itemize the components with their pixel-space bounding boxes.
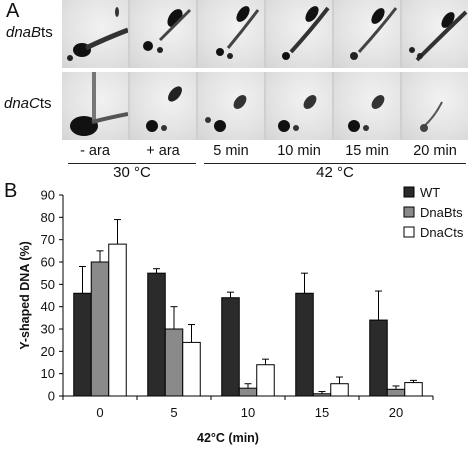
bar xyxy=(312,393,332,397)
gel-image xyxy=(266,72,332,140)
condition-label-10min: 10 min xyxy=(277,143,321,159)
gel-spots xyxy=(67,7,128,61)
gel-image xyxy=(198,0,264,68)
gel-image xyxy=(266,0,332,68)
x-tick-label: 0 xyxy=(96,405,103,420)
bar xyxy=(221,297,240,397)
legend-label: DnaBts xyxy=(420,205,463,220)
y-tick-label: 50 xyxy=(41,277,55,292)
gel-image xyxy=(402,0,468,68)
bar xyxy=(73,292,92,397)
group-label-42c: 42 °C xyxy=(316,164,354,181)
bar xyxy=(147,272,166,397)
y-tick-label: 70 xyxy=(41,232,55,247)
bar xyxy=(404,382,423,397)
condition-label-5min: 5 min xyxy=(213,143,249,159)
gel-strip-dnac xyxy=(62,72,468,140)
x-tick-label: 5 xyxy=(170,405,177,420)
y-tick-label: 0 xyxy=(48,389,55,404)
x-axis-label: 42°C (min) xyxy=(197,431,259,445)
row-label-dnac-suffix: ts xyxy=(39,95,52,112)
bar xyxy=(182,341,201,397)
gel-image xyxy=(62,72,128,140)
gel-image xyxy=(130,0,196,68)
bar xyxy=(256,364,275,397)
panel-a-letter: A xyxy=(6,0,20,22)
y-tick-label: 30 xyxy=(41,322,55,337)
condition-label-20min: 20 min xyxy=(413,143,457,159)
bar xyxy=(238,387,258,397)
x-tick-label: 20 xyxy=(389,405,403,420)
row-label-dnab-suffix: ts xyxy=(41,24,53,41)
row-label-dnab: dnaBts xyxy=(6,24,53,41)
bar xyxy=(164,328,184,397)
gel-image xyxy=(334,72,400,140)
y-tick-label: 90 xyxy=(41,188,55,203)
legend-label: WT xyxy=(420,185,440,200)
group-divider-30c xyxy=(68,163,196,164)
gel-image xyxy=(130,72,196,140)
bar xyxy=(386,388,406,397)
condition-label-15min: 15 min xyxy=(345,143,389,159)
y-tick-label: 40 xyxy=(41,299,55,314)
row-label-dnab-gene: dnaB xyxy=(6,24,42,41)
condition-label-minus-ara: - ara xyxy=(80,143,110,159)
row-label-dnac: dnaCts xyxy=(4,95,52,112)
y-tick-label: 20 xyxy=(41,344,55,359)
group-divider-42c xyxy=(204,163,466,164)
gel-image xyxy=(198,72,264,140)
legend-swatch xyxy=(403,226,415,238)
y-tick-label: 60 xyxy=(41,255,55,270)
condition-label-plus-ara: + ara xyxy=(146,143,180,159)
x-tick-label: 15 xyxy=(315,405,329,420)
gel-image xyxy=(402,72,468,140)
legend-label: DnaCts xyxy=(420,225,464,240)
bar xyxy=(108,243,127,397)
x-tick-label: 10 xyxy=(241,405,255,420)
gel-image xyxy=(334,0,400,68)
legend-swatch xyxy=(403,186,415,198)
y-axis-label: Y-shaped DNA (%) xyxy=(18,241,32,350)
bar xyxy=(90,261,110,397)
bar-chart: 0 10 20 30 40 50 60 70 80 90 Y-shaped DNA (%) 0 5 10 1… xyxy=(18,185,464,445)
bar xyxy=(369,319,388,397)
gel-image xyxy=(62,0,128,68)
bar xyxy=(330,383,349,397)
group-label-30c: 30 °C xyxy=(113,164,151,181)
y-tick-label: 10 xyxy=(41,366,55,381)
panel-b-letter: B xyxy=(4,180,18,202)
bar xyxy=(295,292,314,397)
y-tick-label: 80 xyxy=(41,210,55,225)
gel-strip-dnab xyxy=(62,0,468,68)
legend-swatch xyxy=(403,206,415,218)
row-label-dnac-gene: dnaC xyxy=(4,95,40,112)
